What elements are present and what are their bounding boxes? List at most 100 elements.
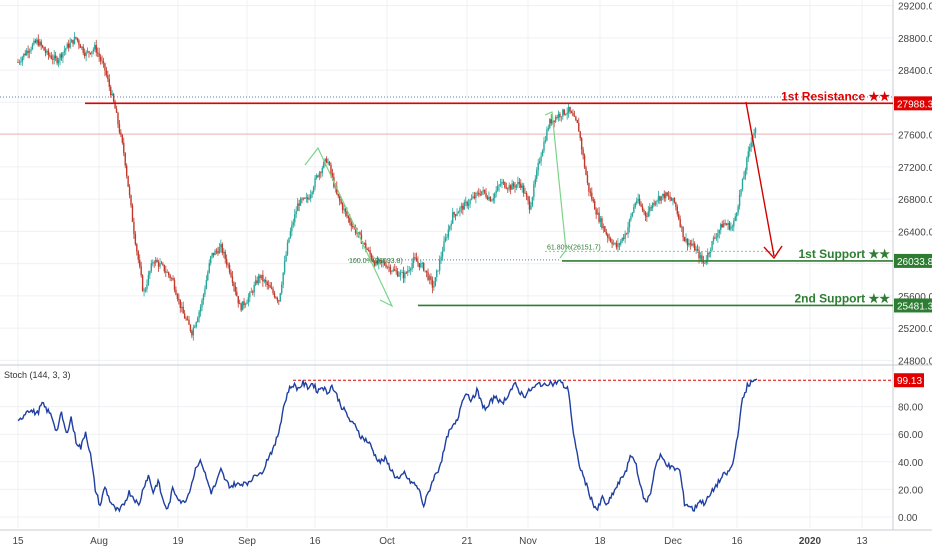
candle-body xyxy=(337,193,339,197)
candle-body xyxy=(725,224,728,226)
candle-body xyxy=(482,189,484,192)
candle-body xyxy=(553,120,555,122)
candle-body xyxy=(650,207,652,209)
candle-body xyxy=(667,195,670,197)
candle-body xyxy=(383,262,386,265)
candle-body xyxy=(118,124,121,133)
candle-body xyxy=(215,250,218,252)
candle-body xyxy=(328,161,331,165)
candle-body xyxy=(110,86,112,96)
candle-body xyxy=(456,213,458,216)
resistance-label: 1st Resistance ★★ xyxy=(781,89,890,103)
candle-body xyxy=(414,257,416,259)
candle-body xyxy=(65,48,67,51)
candle-body xyxy=(365,243,367,250)
candle-body xyxy=(714,237,716,239)
candle-body xyxy=(646,216,648,217)
candle-body xyxy=(651,203,654,209)
candle-body xyxy=(207,272,209,281)
candle-body xyxy=(737,206,739,213)
candle-body xyxy=(154,259,157,264)
candle-body xyxy=(40,41,42,46)
support1-label: 1st Support ★★ xyxy=(798,247,890,261)
candle-body xyxy=(99,56,102,61)
candle-body xyxy=(39,41,41,46)
support2-price-value: 25481.3 xyxy=(897,301,932,312)
candle-body xyxy=(330,164,332,174)
candle-body xyxy=(583,155,586,168)
candle-body xyxy=(101,60,103,62)
candle-body xyxy=(612,243,615,245)
candle-body xyxy=(301,198,303,200)
candle-body xyxy=(404,272,406,279)
candle-body xyxy=(625,233,628,235)
time-axis-tick-7: Nov xyxy=(519,536,537,547)
candle-body xyxy=(679,219,681,227)
candle-body xyxy=(238,303,241,305)
candle-body xyxy=(353,226,355,228)
candle-body xyxy=(299,198,302,206)
candle-body xyxy=(662,193,664,197)
candle-body xyxy=(343,208,345,210)
candle-body xyxy=(218,247,221,254)
candle-body xyxy=(98,53,100,57)
time-axis-tick-5: Oct xyxy=(379,536,395,547)
stoch-title: Stoch (144, 3, 3) xyxy=(4,370,71,380)
candle-body xyxy=(523,185,525,194)
candle-body xyxy=(749,147,751,152)
candle-body xyxy=(638,198,641,205)
candle-body xyxy=(350,222,352,227)
candle-body xyxy=(412,257,415,263)
candle-body xyxy=(675,202,677,207)
candle-body xyxy=(683,237,686,242)
candle-body xyxy=(672,197,674,201)
candle-body xyxy=(96,52,99,54)
candle-body xyxy=(511,183,513,190)
candle-body xyxy=(680,226,683,228)
candle-body xyxy=(23,53,25,58)
candle-body xyxy=(750,142,752,148)
candle-body xyxy=(408,270,410,272)
candle-body xyxy=(52,58,54,60)
candle-body xyxy=(428,276,431,281)
candle-body xyxy=(512,183,515,186)
candle-body xyxy=(575,116,577,121)
time-axis-tick-10: 16 xyxy=(731,536,743,547)
measure-drawing-2[interactable] xyxy=(544,111,567,259)
candle-body xyxy=(354,227,357,233)
measure-drawing-1[interactable] xyxy=(304,146,394,308)
candle-body xyxy=(53,55,55,60)
candle-body xyxy=(728,222,731,230)
candle-body xyxy=(457,211,460,214)
candle-body xyxy=(33,40,35,45)
candle-body xyxy=(447,229,450,238)
candle-body xyxy=(438,259,441,271)
candle-body xyxy=(607,234,609,238)
candle-body xyxy=(588,182,590,192)
candle-body xyxy=(69,42,71,48)
candle-body xyxy=(288,237,290,243)
candle-body xyxy=(86,51,89,52)
candle-body xyxy=(731,226,734,228)
candle-body xyxy=(450,223,452,226)
candle-body xyxy=(217,251,219,254)
candle-body xyxy=(747,151,749,159)
candle-body xyxy=(263,279,266,282)
candle-body xyxy=(673,197,676,203)
candle-body xyxy=(356,232,358,234)
projection-arrow-line[interactable] xyxy=(745,101,775,257)
stoch-value: 99.13 xyxy=(897,376,922,387)
candle-body xyxy=(68,43,70,48)
candle-body xyxy=(182,306,184,314)
candle-body xyxy=(291,224,293,232)
candle-body xyxy=(489,196,492,202)
candle-body xyxy=(495,190,497,194)
candle-body xyxy=(424,270,426,272)
candle-body xyxy=(480,191,483,195)
candle-body xyxy=(286,242,289,255)
candle-body xyxy=(60,54,63,58)
candle-body xyxy=(573,115,576,117)
candle-body xyxy=(369,250,371,255)
